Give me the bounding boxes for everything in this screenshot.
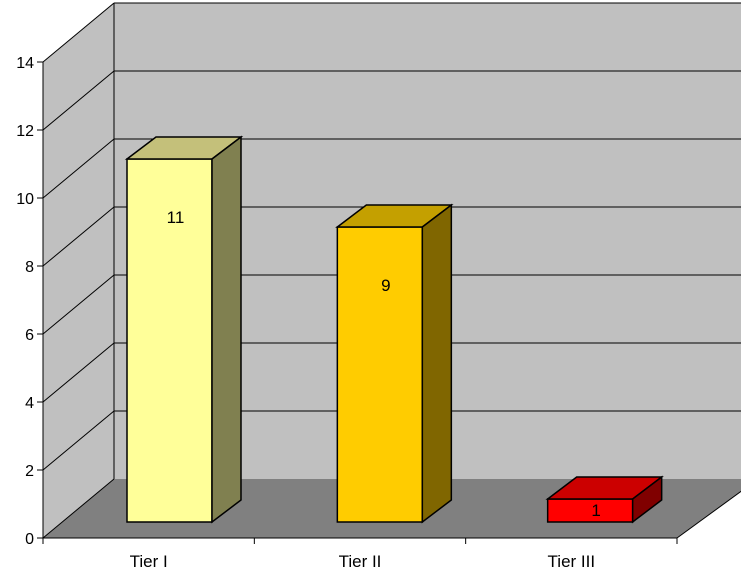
bar-front	[336, 226, 424, 523]
bar	[335, 203, 454, 524]
bar-side	[211, 135, 242, 524]
labels: 0 2 4 6 8 10 12 14 Tier I Tier II Tier III 11 9 1	[16, 55, 601, 571]
y-tick-label: 0	[25, 531, 34, 548]
data-label: 1	[591, 501, 600, 520]
y-tick-label: 6	[25, 327, 34, 344]
side-gridline	[42, 206, 115, 267]
side-gridline	[42, 478, 115, 539]
side-gridline	[42, 70, 115, 131]
bars	[124, 135, 664, 524]
y-tick-label: 8	[25, 259, 34, 276]
side-gridline	[42, 2, 115, 63]
x-tick-label: Tier I	[130, 552, 168, 571]
bar-side	[631, 475, 663, 524]
bar-front	[126, 158, 213, 523]
y-tick-label: 4	[25, 395, 34, 412]
axes	[37, 61, 741, 544]
y-tick-label: 10	[16, 191, 34, 208]
side-gridline	[42, 342, 115, 403]
y-tick-label: 2	[25, 463, 34, 480]
floor-edge	[676, 490, 741, 539]
data-label: 11	[167, 208, 185, 227]
bar	[124, 135, 244, 524]
y-tick-label: 14	[16, 55, 34, 72]
side-gridline	[42, 138, 115, 199]
bar-side	[421, 203, 453, 524]
x-tick-label: Tier II	[339, 552, 382, 571]
data-label: 9	[381, 276, 390, 295]
side-gridline	[42, 274, 115, 335]
x-tick-label: Tier III	[548, 552, 596, 571]
side-gridline	[42, 410, 115, 471]
side-wall	[43, 3, 114, 538]
y-tick-label: 12	[16, 123, 34, 140]
bar-front	[546, 498, 634, 523]
bar	[545, 475, 664, 524]
